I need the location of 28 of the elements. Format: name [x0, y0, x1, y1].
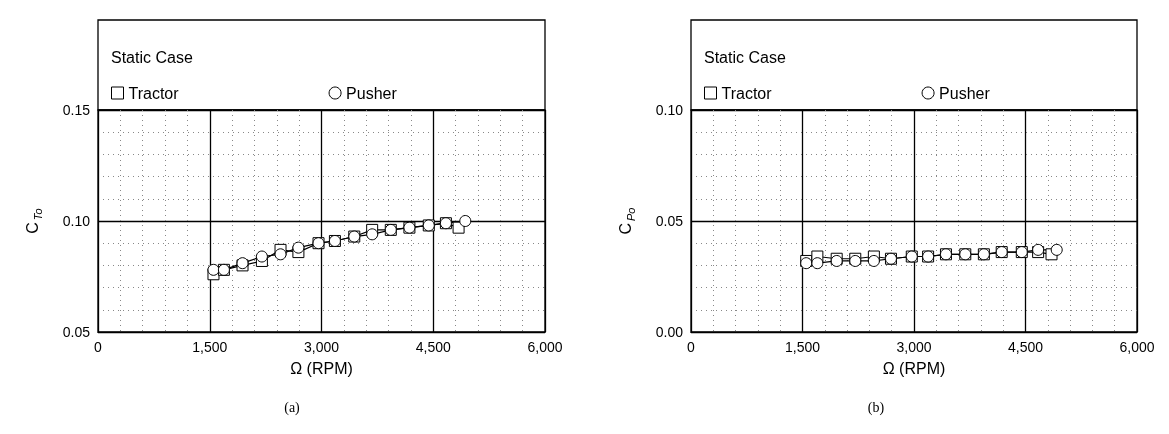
- x-tick-label: 0: [687, 339, 696, 355]
- x-tick-label: 6,000: [527, 339, 563, 355]
- x-tick-label: 3,000: [896, 339, 932, 355]
- x-tick-label: 0: [94, 339, 103, 355]
- y-tick-label: 0.10: [62, 213, 91, 229]
- y-tick-label: 0.05: [655, 213, 684, 229]
- x-axis-title: Ω (RPM): [290, 359, 353, 377]
- x-tick-label: 6,000: [1119, 339, 1155, 355]
- y-axis-title: CTo: [24, 208, 44, 234]
- y-axis-title: CPo: [617, 207, 637, 235]
- x-tick-label: 1,500: [192, 339, 228, 355]
- x-tick-label: 4,500: [1007, 339, 1044, 355]
- text: (a): [284, 399, 301, 416]
- legend-label: Tractor: [721, 84, 773, 102]
- text: (b): [867, 399, 885, 416]
- y-tick-label: 0.10: [655, 102, 684, 118]
- y-tick-label: 0.15: [62, 102, 91, 118]
- x-tick-label: 4,500: [415, 339, 451, 355]
- legend-label: Pusher: [939, 84, 991, 102]
- y-tick-label: 0.05: [62, 324, 91, 340]
- legend-label: Tractor: [128, 84, 180, 102]
- y-tick-label: 0.00: [655, 324, 684, 340]
- chart-title: Static Case: [704, 48, 786, 66]
- legend-label: Pusher: [346, 84, 398, 102]
- chart-title: Static Case: [111, 48, 193, 66]
- x-tick-label: 1,500: [784, 339, 821, 355]
- x-axis-title: Ω (RPM): [882, 359, 946, 377]
- x-tick-label: 3,000: [303, 339, 340, 355]
